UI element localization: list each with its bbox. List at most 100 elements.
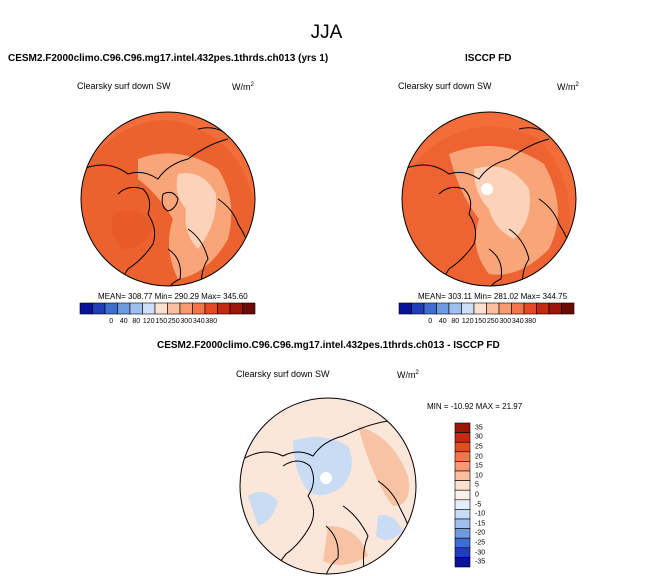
colorbar-tick-label: 0 xyxy=(109,318,114,325)
left-map-pale-region xyxy=(176,173,217,249)
colorbar-swatch xyxy=(436,302,450,315)
colorbar-swatch xyxy=(454,451,471,462)
colorbar-tick-label: 300 xyxy=(499,318,512,325)
right-panel-header: ISCCP FD xyxy=(465,53,512,64)
colorbar-tick-label: 340 xyxy=(192,318,205,325)
colorbar-swatch xyxy=(204,302,218,315)
colorbar-swatch xyxy=(511,302,525,315)
left-colorbar-ticks: 0 40 80 120 150 250 300 340 380 xyxy=(80,318,255,328)
left-polar-map xyxy=(80,111,256,287)
colorbar-swatch xyxy=(454,547,471,558)
colorbar-tick-label: -20 xyxy=(475,529,486,537)
colorbar-swatch xyxy=(454,432,471,443)
diff-colorbar-ticks: 35 30 25 20 15 10 5 0 -5 -10 -15 -20 -25 -30 -35 xyxy=(475,423,495,567)
colorbar-swatch xyxy=(179,302,193,315)
colorbar-tick-label: 300 xyxy=(180,318,193,325)
right-map-border xyxy=(401,111,577,287)
colorbar-tick-label: 250 xyxy=(486,318,499,325)
colorbar-tick-label: 40 xyxy=(119,318,128,325)
colorbar-swatch xyxy=(192,302,206,315)
colorbar-swatch xyxy=(411,302,425,315)
colorbar-swatch xyxy=(104,302,118,315)
colorbar-swatch xyxy=(454,470,471,481)
colorbar-swatch xyxy=(461,302,475,315)
diff-variable-label: Clearsky surf down SW xyxy=(236,369,330,379)
colorbar-swatch xyxy=(142,302,156,315)
right-units-label: W/m2 xyxy=(557,82,579,92)
right-colorbar xyxy=(398,302,575,315)
colorbar-swatch xyxy=(454,518,471,529)
colorbar-swatch xyxy=(486,302,500,315)
colorbar-swatch xyxy=(454,528,471,539)
colorbar-swatch xyxy=(454,537,471,549)
colorbar-swatch xyxy=(454,422,471,433)
colorbar-tick-label: 120 xyxy=(461,318,474,325)
colorbar-swatch xyxy=(523,302,537,315)
colorbar-swatch xyxy=(92,302,106,315)
right-stats: MEAN= 303.11 Min= 281.02 Max= 344.75 xyxy=(418,292,568,301)
colorbar-tick-label: 20 xyxy=(475,453,483,461)
colorbar-swatch xyxy=(117,302,131,315)
colorbar-swatch xyxy=(217,302,231,315)
diff-panel-header: CESM2.F2000climo.C96.C96.mg17.intel.432p… xyxy=(157,340,500,351)
colorbar-swatch xyxy=(454,499,471,510)
colorbar-swatch xyxy=(498,302,512,315)
left-map-greenland-shade xyxy=(111,210,153,249)
diff-map-blue-region-3 xyxy=(376,515,403,540)
diff-stats: MIN = -10.92 MAX = 21.97 xyxy=(427,402,523,411)
colorbar-swatch xyxy=(454,480,471,491)
right-polar-map xyxy=(401,111,577,287)
colorbar-tick-label: 5 xyxy=(475,481,479,489)
colorbar-tick-label: -25 xyxy=(475,539,486,547)
diff-units-label: W/m2 xyxy=(397,370,419,380)
colorbar-swatch xyxy=(423,302,437,315)
colorbar-tick-label: 80 xyxy=(132,318,141,325)
left-map-border xyxy=(80,111,256,287)
colorbar-swatch xyxy=(473,302,487,315)
diff-colorbar xyxy=(454,422,471,568)
diff-map-blue-region xyxy=(293,437,352,495)
colorbar-tick-label: -15 xyxy=(475,520,486,528)
left-colorbar xyxy=(79,302,256,315)
left-stats: MEAN= 308.77 Min= 290.29 Max= 345.60 xyxy=(98,292,248,301)
colorbar-swatch xyxy=(454,557,471,568)
colorbar-tick-label: 0 xyxy=(475,491,479,499)
right-variable-label: Clearsky surf down SW xyxy=(398,81,492,91)
colorbar-swatch xyxy=(561,302,575,315)
colorbar-swatch xyxy=(454,441,471,453)
colorbar-swatch xyxy=(454,509,471,520)
colorbar-swatch xyxy=(448,302,462,315)
right-colorbar-ticks: 0 40 80 120 150 250 300 340 380 xyxy=(399,318,574,328)
colorbar-swatch xyxy=(454,461,471,472)
colorbar-tick-label: -5 xyxy=(475,501,482,509)
colorbar-tick-label: -10 xyxy=(475,510,486,518)
colorbar-tick-label: 0 xyxy=(428,318,433,325)
colorbar-swatch xyxy=(154,302,168,315)
diff-map-warm-region xyxy=(358,426,409,506)
colorbar-swatch xyxy=(454,489,471,501)
colorbar-tick-label: 150 xyxy=(155,318,168,325)
colorbar-swatch xyxy=(167,302,181,315)
left-units-label: W/m2 xyxy=(232,82,254,92)
colorbar-tick-label: 340 xyxy=(511,318,524,325)
colorbar-swatch xyxy=(548,302,562,315)
diff-map-pole-gap xyxy=(320,472,332,484)
colorbar-tick-label: 40 xyxy=(438,318,447,325)
colorbar-tick-label: -30 xyxy=(475,549,486,557)
colorbar-swatch xyxy=(536,302,550,315)
colorbar-tick-label: 25 xyxy=(475,443,483,451)
colorbar-tick-label: 380 xyxy=(205,318,218,325)
colorbar-swatch xyxy=(129,302,143,315)
colorbar-tick-label: 380 xyxy=(524,318,537,325)
colorbar-tick-label: 10 xyxy=(475,472,483,480)
colorbar-tick-label: 80 xyxy=(451,318,460,325)
colorbar-tick-label: 35 xyxy=(475,424,483,432)
season-title: JJA xyxy=(310,22,343,43)
right-map-pole-gap xyxy=(481,183,493,195)
colorbar-tick-label: 30 xyxy=(475,433,483,441)
colorbar-swatch xyxy=(242,302,256,315)
colorbar-swatch xyxy=(79,302,93,315)
colorbar-tick-label: 150 xyxy=(474,318,487,325)
colorbar-tick-label: 250 xyxy=(167,318,180,325)
colorbar-tick-label: -35 xyxy=(475,558,486,566)
